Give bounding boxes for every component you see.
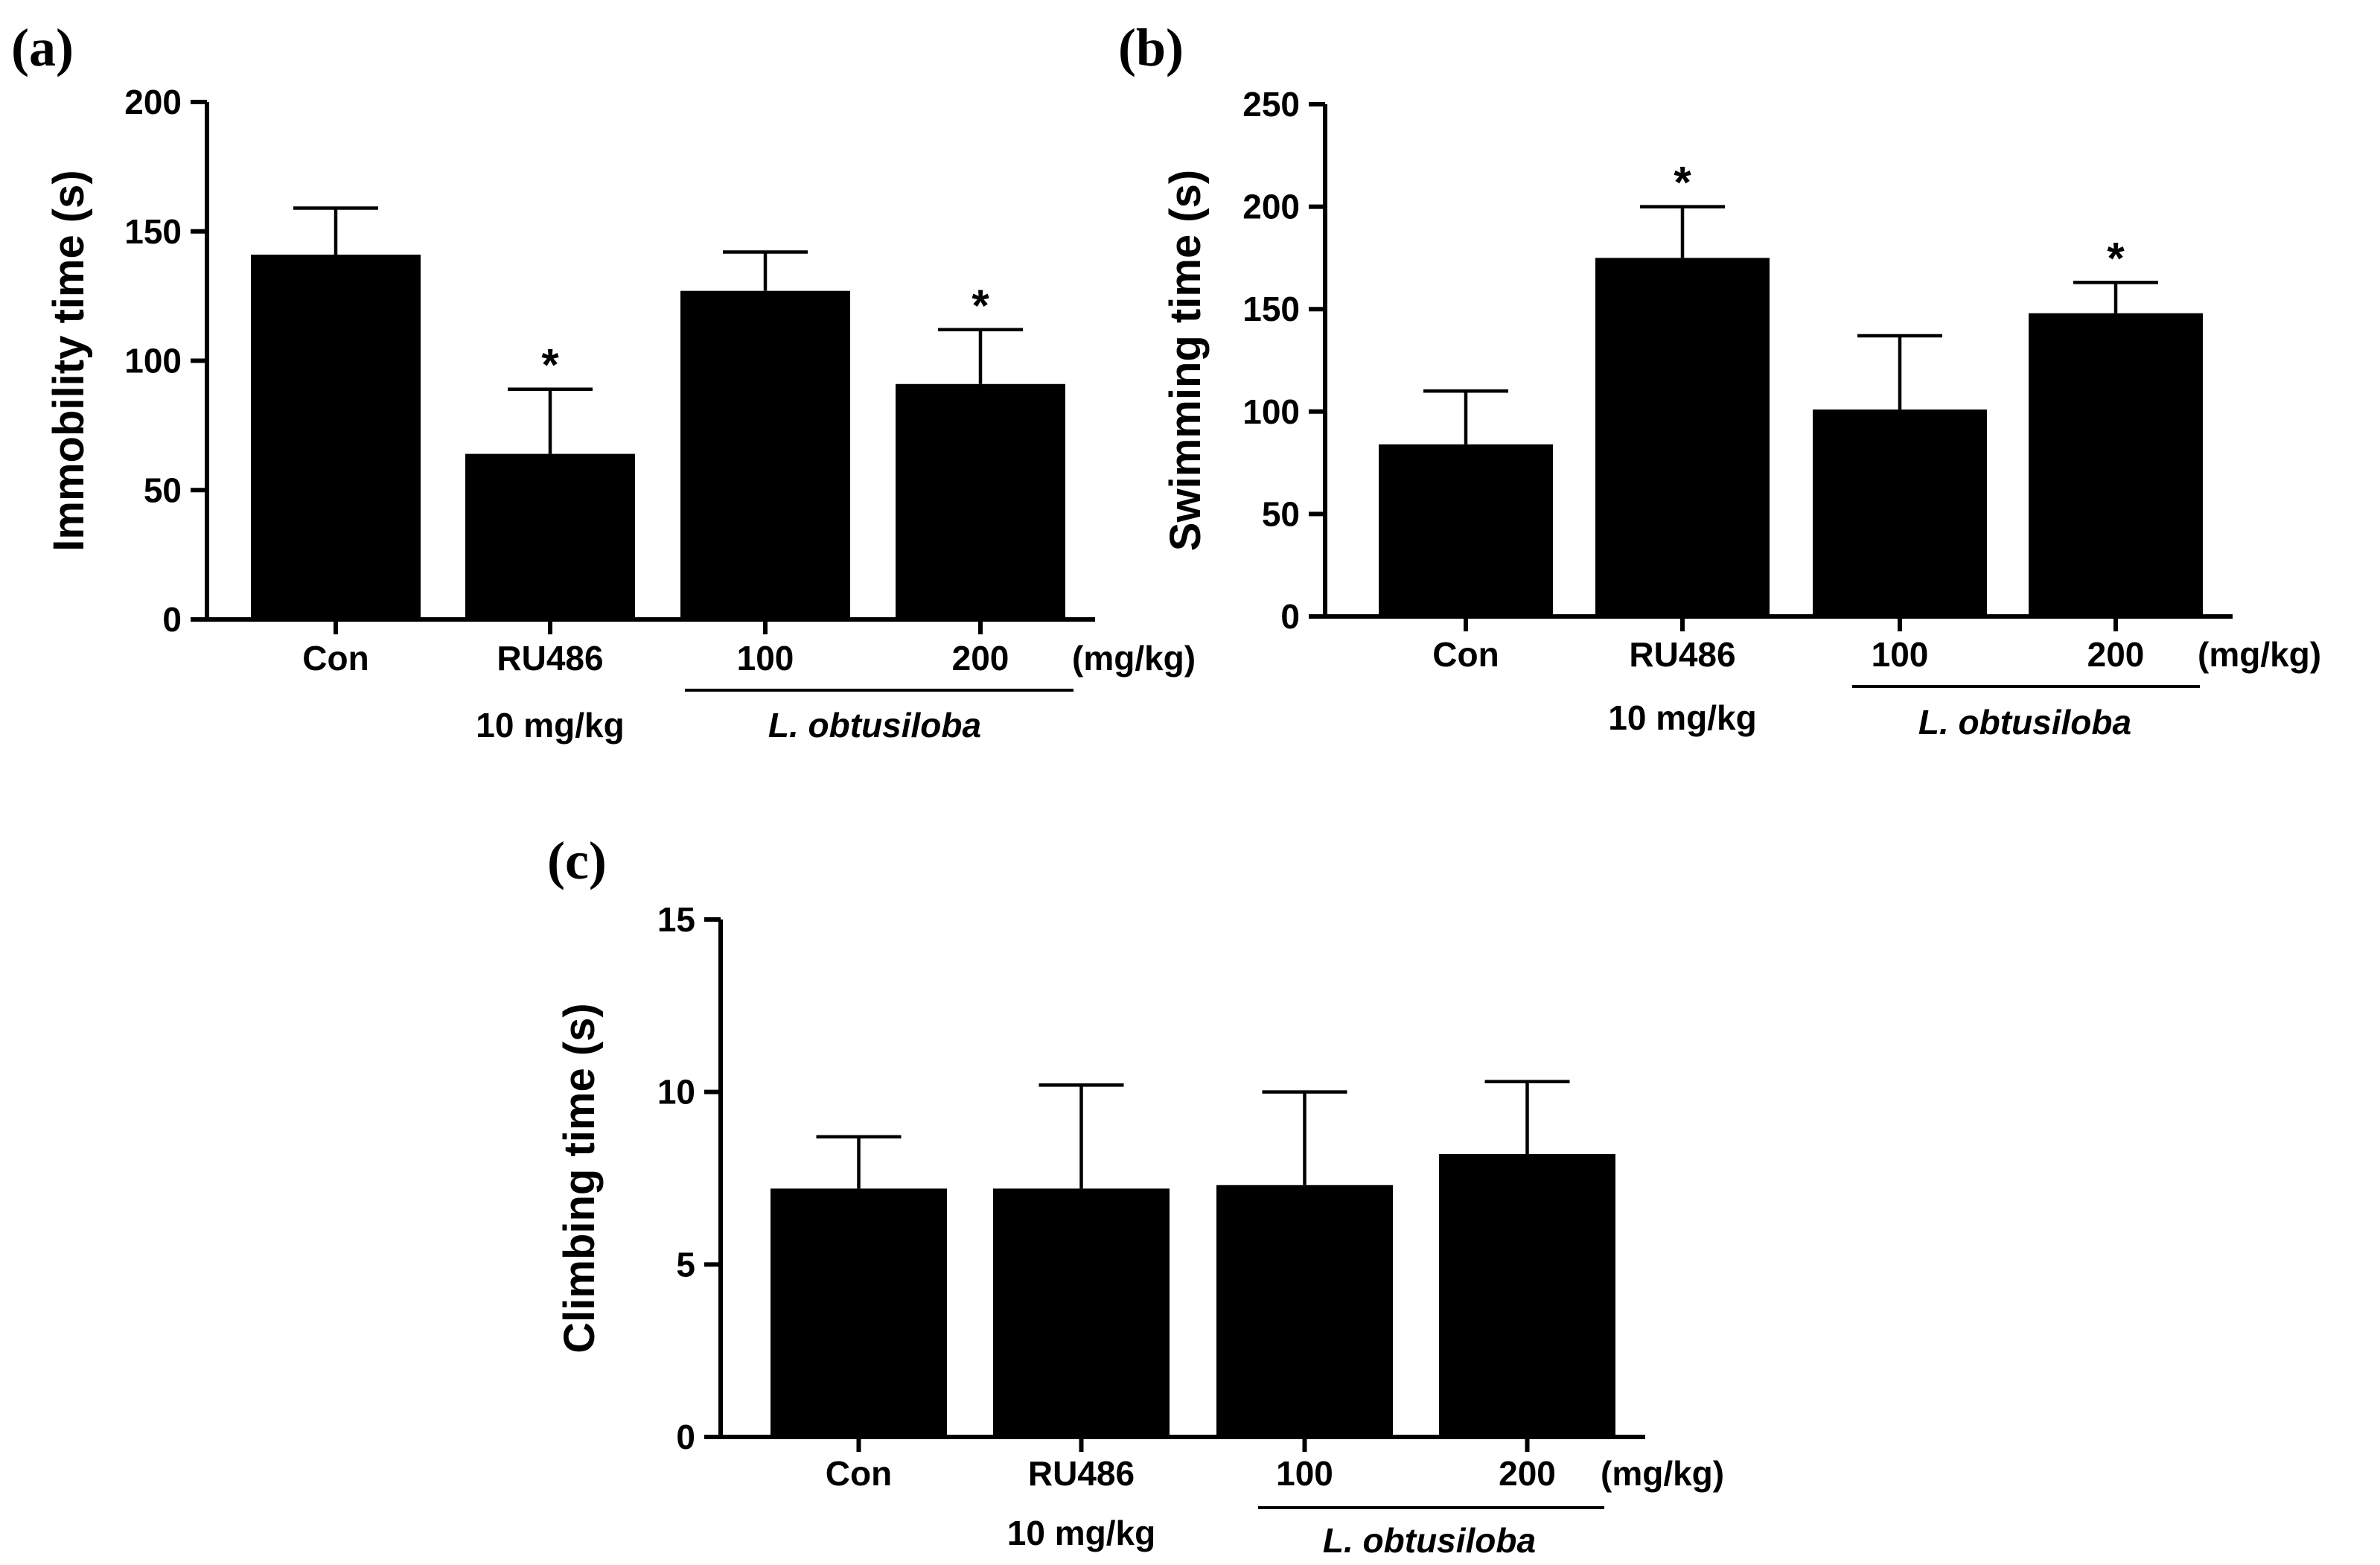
y-tick-label: 200: [1242, 188, 1300, 226]
bar-100: [1813, 409, 1987, 616]
x-tick-sublabel: 10 mg/kg: [1608, 698, 1756, 737]
panel-label: (b): [1118, 18, 1184, 77]
bar-ru486: [465, 453, 635, 619]
group-label: L. obtusiloba: [768, 706, 981, 745]
x-tick-label: 200: [2087, 635, 2145, 674]
x-tick-label: RU486: [1028, 1454, 1135, 1493]
chart-panel-3: (c) 0 5 10 15 Climbing time (s) Con RU486 10 mg/…: [547, 831, 1724, 1560]
y-tick-label: 250: [1242, 85, 1300, 124]
bar-100: [680, 290, 850, 619]
x-tick-label: 200: [952, 639, 1009, 678]
bar-200: [896, 383, 1065, 619]
x-tick-label: 200: [1499, 1454, 1556, 1493]
x-tick-label: RU486: [1629, 635, 1735, 674]
x-tick-label: Con: [826, 1454, 892, 1493]
bar-con: [251, 255, 421, 619]
y-tick-label: 150: [1242, 290, 1300, 328]
chart-panel-1: (a) * * 0 50 100 150 200 Immobility time (s) Con R…: [11, 18, 1196, 745]
significance-star: *: [972, 281, 989, 331]
unit-label: (mg/kg): [2198, 635, 2321, 674]
y-tick-label: 10: [657, 1073, 695, 1112]
y-tick-label: 5: [676, 1245, 695, 1284]
group-label: L. obtusiloba: [1918, 703, 2131, 742]
bar-con: [771, 1188, 947, 1437]
bar-ru486: [1595, 258, 1770, 616]
unit-label: (mg/kg): [1072, 639, 1196, 678]
chart-panel-2: (b) * * 0 50 100 150 200 250 Swimming time (s) Con…: [1118, 18, 2321, 742]
panel-label: (c): [547, 831, 607, 890]
bar-200: [1439, 1154, 1615, 1437]
bar-100: [1216, 1185, 1393, 1437]
y-tick-label: 150: [124, 212, 182, 251]
y-axis-title: Immobility time (s): [45, 170, 93, 551]
y-tick-label: 15: [657, 900, 695, 939]
y-tick-label: 50: [1262, 494, 1300, 533]
significance-star: *: [541, 340, 559, 390]
y-tick-label: 0: [676, 1418, 695, 1456]
y-tick-label: 100: [1242, 392, 1300, 431]
panel-label: (a): [11, 18, 74, 77]
y-tick-label: 200: [124, 83, 182, 121]
group-label: L. obtusiloba: [1323, 1521, 1536, 1560]
x-tick-label: Con: [1432, 635, 1499, 674]
x-tick-label: Con: [302, 639, 369, 678]
y-axis-title: Climbing time (s): [555, 1003, 604, 1353]
x-tick-sublabel: 10 mg/kg: [1007, 1514, 1155, 1552]
x-tick-label: RU486: [497, 639, 603, 678]
bar-con: [1379, 444, 1553, 616]
bar-ru486: [993, 1188, 1170, 1437]
significance-star: *: [1674, 158, 1691, 208]
y-axis-title: Swimming time (s): [1161, 170, 1210, 551]
significance-star: *: [2107, 233, 2125, 283]
y-tick-label: 0: [1280, 597, 1300, 636]
unit-label: (mg/kg): [1601, 1454, 1724, 1493]
x-tick-label: 100: [1276, 1454, 1333, 1493]
bar-200: [2029, 313, 2203, 616]
y-tick-label: 0: [162, 600, 182, 639]
y-tick-label: 100: [124, 342, 182, 380]
x-tick-label: 100: [1872, 635, 1929, 674]
x-tick-label: 100: [737, 639, 794, 678]
x-tick-sublabel: 10 mg/kg: [476, 706, 624, 745]
y-tick-label: 50: [144, 471, 182, 509]
